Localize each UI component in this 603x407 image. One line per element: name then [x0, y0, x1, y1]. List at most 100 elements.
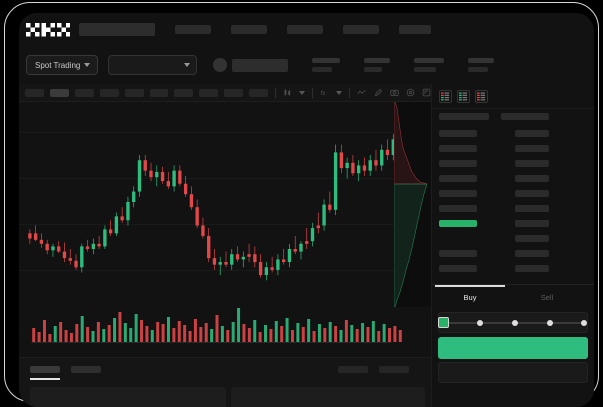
- orderbook-row-right[interactable]: [515, 175, 549, 182]
- timeframe-button-2[interactable]: [49, 88, 69, 97]
- tab-sell[interactable]: Sell: [540, 293, 554, 302]
- orderbook-row-right[interactable]: [515, 265, 549, 272]
- nav-item-1[interactable]: [175, 25, 211, 34]
- orderbook-row-right[interactable]: [515, 250, 549, 257]
- pair-coin-avatar: [213, 58, 228, 72]
- candlestick-type-icon[interactable]: [283, 88, 292, 97]
- panel-left: [30, 387, 226, 407]
- price-chart-area[interactable]: [19, 102, 431, 357]
- chevron-down-icon: [184, 63, 191, 67]
- orderbook-row-left[interactable]: [439, 175, 477, 182]
- volume-histogram: [31, 308, 402, 343]
- orderbook-row-left[interactable]: [439, 130, 477, 137]
- device-frame: Spot Trading: [4, 2, 599, 407]
- stat-block-1: [312, 58, 341, 72]
- trading-pair-selector[interactable]: [108, 55, 198, 75]
- orderbook-row-right[interactable]: [515, 130, 549, 137]
- orderbook-row-right[interactable]: [501, 113, 549, 120]
- top-navigation-bar: [19, 13, 594, 46]
- slider-step-100[interactable]: [581, 319, 587, 326]
- fullscreen-icon[interactable]: [422, 88, 431, 97]
- orderbook-mode-asks-icon[interactable]: [475, 90, 488, 103]
- orderbook-row-right[interactable]: [515, 205, 549, 212]
- timeframe-button-5[interactable]: [124, 88, 144, 97]
- orderbook-row-right[interactable]: [515, 220, 549, 227]
- orderbook-row-right[interactable]: [515, 190, 549, 197]
- orderbook-row-left[interactable]: [439, 220, 477, 227]
- active-tab-underline: [435, 285, 505, 287]
- global-search-input[interactable]: [79, 23, 155, 36]
- chart-toolbar: fx: [19, 84, 431, 102]
- tab-open-orders[interactable]: [30, 366, 60, 373]
- toolbar-divider: [349, 87, 351, 98]
- nav-item-5[interactable]: [399, 25, 431, 34]
- timeframe-button-1[interactable]: [25, 88, 44, 97]
- camera-snapshot-icon[interactable]: [390, 88, 399, 97]
- timeframe-button-10[interactable]: [249, 88, 269, 97]
- orderbook-mode-both-icon[interactable]: [439, 90, 452, 103]
- app-screen: Spot Trading: [19, 13, 594, 407]
- panel-right: [231, 387, 425, 407]
- buy-sell-tabs: Buy Sell: [432, 284, 594, 308]
- timeframe-button-3[interactable]: [74, 88, 94, 97]
- pencil-draw-icon[interactable]: [374, 88, 383, 97]
- candlestick-series: [28, 123, 424, 281]
- chevron-down-icon: [84, 63, 91, 67]
- orderbook-and-trade-panel: Buy Sell: [431, 84, 594, 407]
- orderbook-row-left[interactable]: [439, 113, 489, 120]
- nav-item-4[interactable]: [343, 25, 379, 34]
- orderbook-row-left[interactable]: [439, 145, 477, 152]
- market-type-selector[interactable]: Spot Trading: [26, 55, 99, 75]
- timeframe-button-8[interactable]: [199, 88, 219, 97]
- nav-item-3[interactable]: [287, 25, 323, 34]
- orderbook-row-right[interactable]: [515, 145, 549, 152]
- orders-panel: [19, 357, 431, 407]
- orderbook-row-left[interactable]: [439, 265, 477, 272]
- pair-name-label: [232, 58, 289, 72]
- orderbook-row-right[interactable]: [515, 235, 549, 242]
- settings-gear-icon[interactable]: [406, 88, 415, 97]
- okx-logo[interactable]: [26, 22, 70, 37]
- nav-item-2[interactable]: [231, 25, 267, 34]
- place-order-button[interactable]: [438, 337, 588, 359]
- stat-block-3: [414, 58, 445, 72]
- amount-percent-slider[interactable]: [438, 316, 588, 330]
- orderbook-view-modes: [432, 84, 594, 109]
- stat-block-4: [468, 58, 495, 72]
- orderbook-row-left[interactable]: [439, 205, 477, 212]
- orderbook-depth-overlay: [394, 102, 431, 307]
- market-subheader: Spot Trading: [19, 46, 594, 84]
- tab-order-history[interactable]: [71, 366, 101, 373]
- orderbook-row-left[interactable]: [439, 250, 477, 257]
- tab-action-2[interactable]: [379, 366, 409, 373]
- chart-gridline: [19, 178, 431, 179]
- slider-handle[interactable]: [438, 317, 449, 328]
- line-tool-icon[interactable]: [357, 88, 367, 97]
- chevron-down-icon[interactable]: [336, 90, 343, 95]
- timeframe-button-6[interactable]: [149, 88, 169, 97]
- orderbook-row-left[interactable]: [439, 190, 477, 197]
- market-type-label: Spot Trading: [35, 60, 81, 70]
- slider-step-50[interactable]: [512, 319, 518, 326]
- orderbook-rows[interactable]: [432, 109, 594, 284]
- chart-gridline: [19, 132, 431, 133]
- indicators-icon[interactable]: fx: [320, 88, 329, 97]
- chevron-down-icon[interactable]: [299, 90, 306, 95]
- svg-text:fx: fx: [321, 91, 326, 97]
- active-tab-underline: [30, 378, 60, 380]
- toolbar-divider: [312, 87, 314, 98]
- timeframe-button-4[interactable]: [99, 88, 119, 97]
- orderbook-row-right[interactable]: [515, 160, 549, 167]
- timeframe-button-9[interactable]: [224, 88, 244, 97]
- orderbook-row-left[interactable]: [439, 160, 477, 167]
- orderbook-mode-bids-icon[interactable]: [457, 90, 470, 103]
- tab-action-1[interactable]: [338, 366, 368, 373]
- slider-step-25[interactable]: [477, 319, 483, 326]
- tab-buy[interactable]: Buy: [463, 293, 477, 302]
- order-total-field[interactable]: [438, 362, 588, 383]
- slider-step-75[interactable]: [547, 319, 553, 326]
- chart-gridline: [19, 270, 431, 271]
- stat-block-2: [364, 58, 391, 72]
- chart-gridline: [19, 224, 431, 225]
- timeframe-button-7[interactable]: [174, 88, 194, 97]
